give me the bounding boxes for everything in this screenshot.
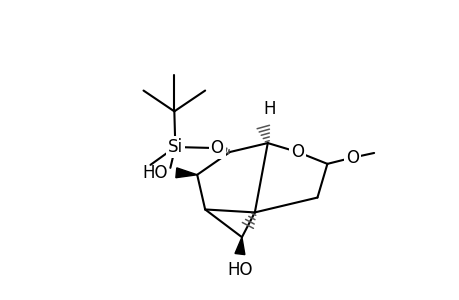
Text: HO: HO: [227, 261, 252, 279]
Polygon shape: [235, 237, 244, 255]
Text: O: O: [210, 139, 223, 157]
Polygon shape: [175, 168, 197, 178]
Text: H: H: [263, 100, 275, 118]
Text: O: O: [291, 143, 303, 161]
Text: Si: Si: [168, 138, 183, 156]
Text: O: O: [345, 149, 358, 167]
Text: HO: HO: [143, 164, 168, 182]
